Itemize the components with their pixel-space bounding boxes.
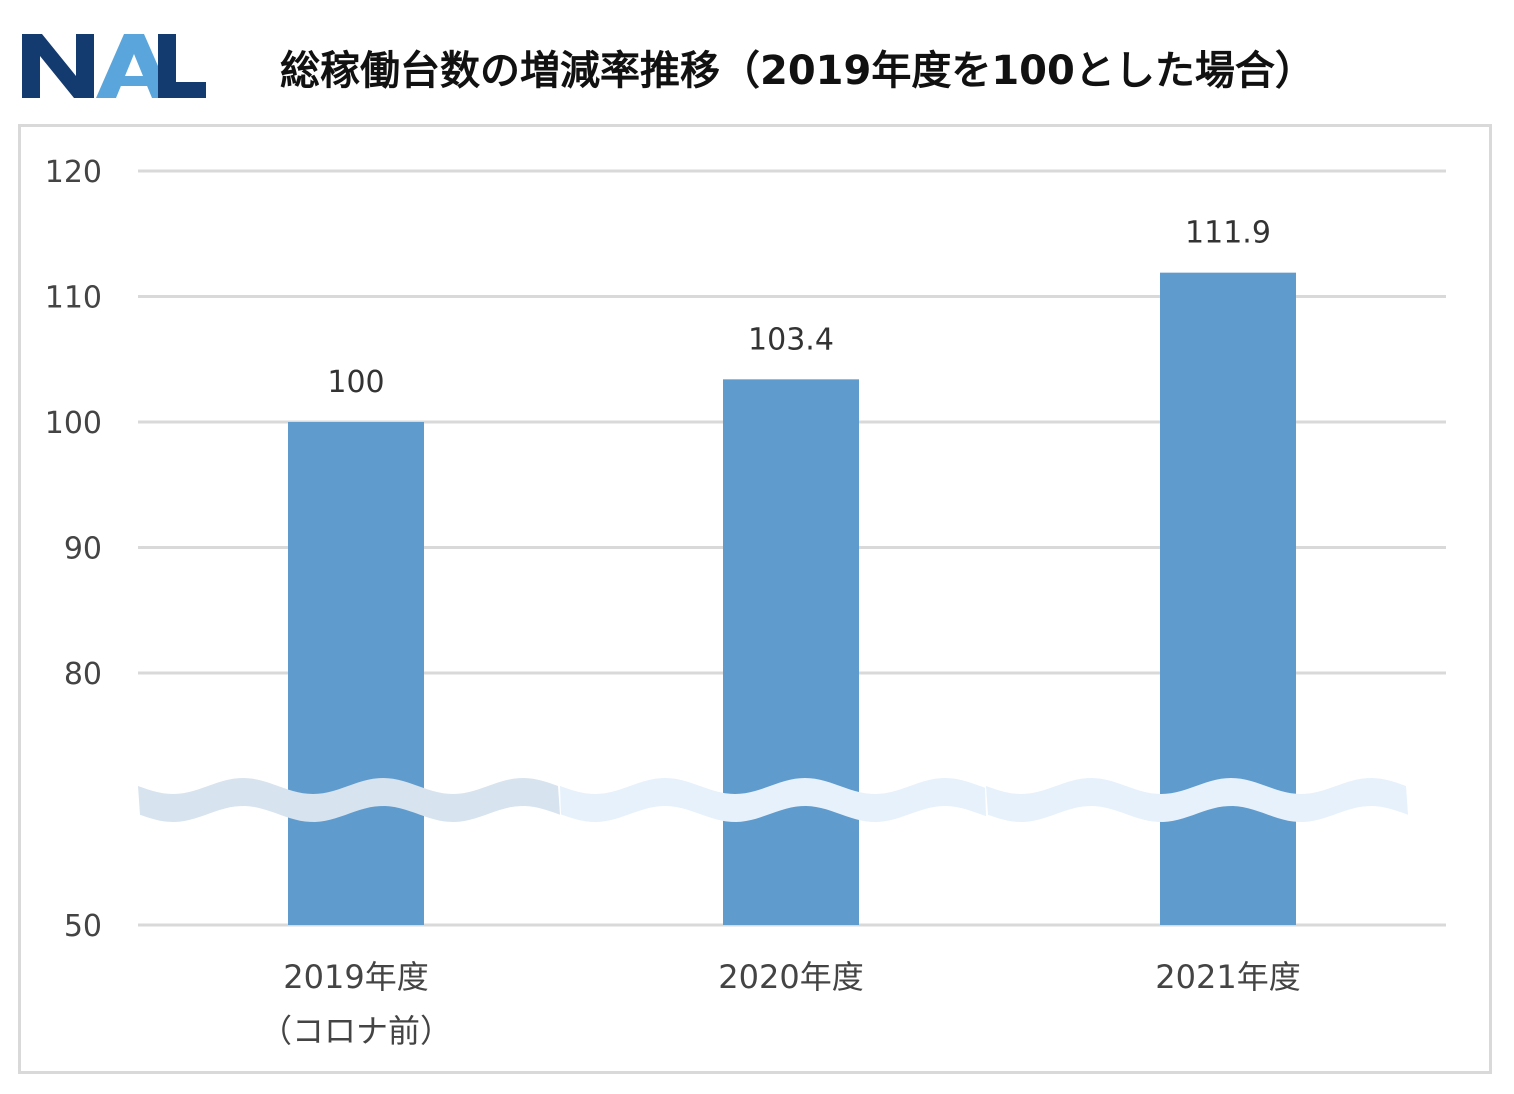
axis-break-wave <box>138 778 560 822</box>
y-tick-label: 80 <box>64 657 102 692</box>
x-category-label: 2019年度 <box>283 958 428 996</box>
chart-frame <box>18 124 1492 1074</box>
x-category-label: 2020年度 <box>718 958 863 996</box>
y-tick-label: 90 <box>64 532 102 567</box>
chart-title: 総稼働台数の増減率推移（2019年度を100とした場合） <box>280 48 1315 94</box>
nal-logo <box>18 28 208 102</box>
data-label: 100 <box>327 365 384 400</box>
y-tick-label: 100 <box>45 406 102 441</box>
bar <box>1160 272 1296 925</box>
data-label: 103.4 <box>748 322 834 357</box>
y-tick-label: 110 <box>45 281 102 316</box>
y-tick-label: 120 <box>45 155 102 190</box>
bar <box>723 379 859 926</box>
data-labels: 100 103.4 111.9 <box>327 216 1271 400</box>
axis-break-wave <box>560 778 986 822</box>
axis-break <box>138 778 1408 822</box>
x-axis-categories: 2019年度 （コロナ前） 2020年度 2021年度 <box>260 958 1301 1050</box>
bars <box>288 272 1296 926</box>
bar <box>288 422 424 925</box>
axis-break-wave <box>986 778 1408 822</box>
x-category-label: 2021年度 <box>1155 958 1300 996</box>
y-tick-label: 50 <box>64 909 102 944</box>
x-category-label: （コロナ前） <box>260 1012 452 1050</box>
data-label: 111.9 <box>1185 216 1271 251</box>
y-axis-ticks: 120 110 100 90 80 50 <box>45 155 102 944</box>
